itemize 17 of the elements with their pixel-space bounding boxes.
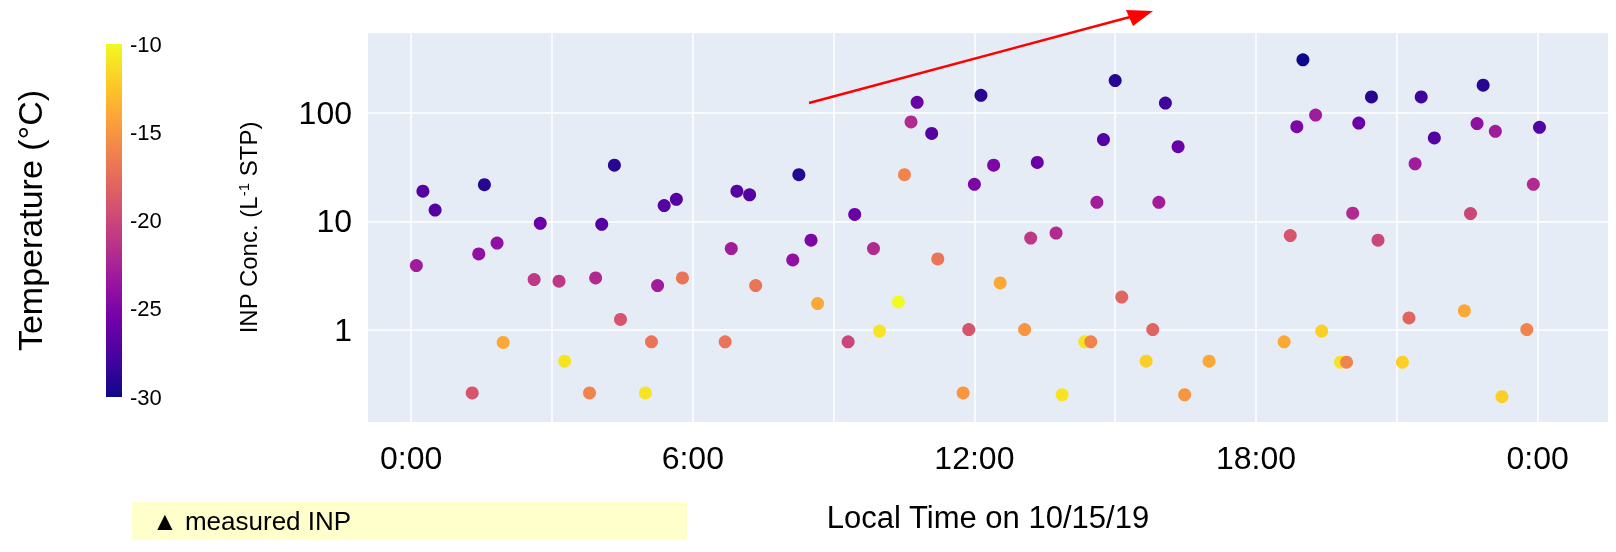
x-tick-label: 12:00 xyxy=(934,440,1015,476)
x-tick-label: 18:00 xyxy=(1215,440,1297,476)
color-bar-label: -20 xyxy=(130,208,162,233)
color-bar-label: -15 xyxy=(130,119,162,145)
color-bar-label: -25 xyxy=(130,296,162,322)
y-axis-title: INP Conc. (L-1 STP) xyxy=(234,121,262,334)
y-tick-label: 1 xyxy=(334,311,352,348)
color-bar-title: Temperature (°C) xyxy=(11,89,49,352)
color-bar-label: -10 xyxy=(130,31,162,57)
y-tick-label: 100 xyxy=(298,95,352,132)
text: ▲ measured INP xyxy=(132,502,687,540)
x-tick-label: 6:00 xyxy=(661,440,724,476)
y-tick-label: 10 xyxy=(316,203,352,240)
color-bar-label: -30 xyxy=(130,384,162,410)
x-axis-title: Local Time on 10/15/19 xyxy=(826,500,1150,535)
x-tick-label: 0:00 xyxy=(1506,440,1569,476)
x-tick-label: 0:00 xyxy=(380,440,443,476)
